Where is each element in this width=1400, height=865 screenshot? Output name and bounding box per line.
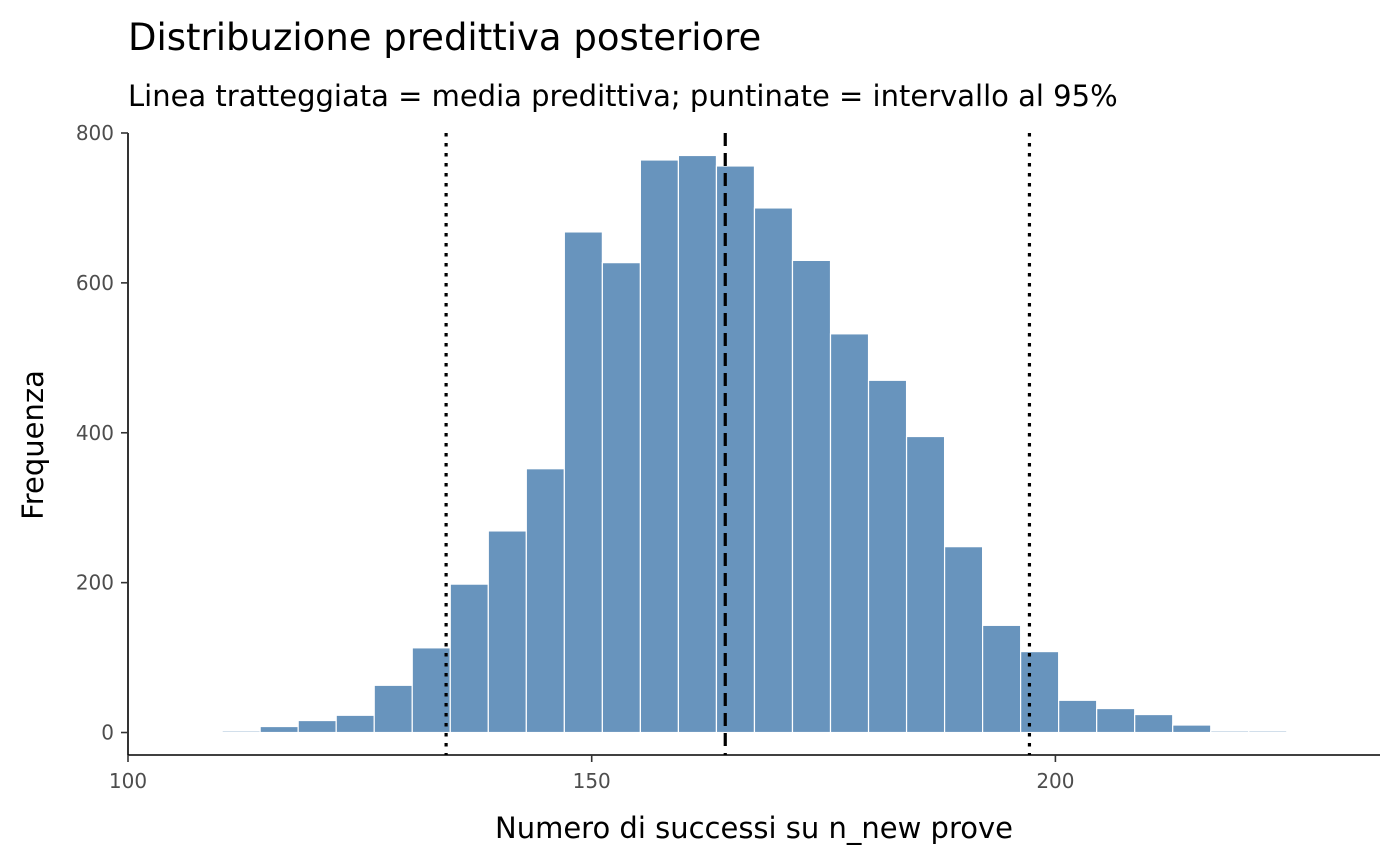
reference-lines	[444, 133, 1032, 755]
histogram-bar	[753, 207, 794, 734]
histogram-bar	[563, 231, 603, 734]
histogram-bar	[791, 259, 832, 734]
histogram-bar	[1134, 713, 1174, 734]
histogram-bar	[677, 154, 718, 734]
y-tick-label: 800	[76, 121, 114, 145]
histogram-bar	[1058, 699, 1098, 734]
histogram-bar	[449, 583, 489, 734]
y-tick-label: 400	[76, 421, 114, 445]
histogram-bar	[905, 435, 946, 734]
y-ticks: 0 200 400 600 800	[76, 121, 128, 745]
histogram-bar	[982, 624, 1022, 734]
y-tick-label: 200	[76, 571, 114, 595]
x-tick-label: 100	[109, 769, 147, 793]
y-tick-label: 0	[101, 721, 114, 745]
x-axis-title: Numero di successi su n_new prove	[495, 811, 1013, 845]
chart-subtitle: Linea tratteggiata = media predittiva; p…	[128, 79, 1118, 113]
x-tick-label: 200	[1036, 769, 1074, 793]
x-tick-label: 150	[573, 769, 611, 793]
histogram-bar	[373, 684, 413, 734]
histogram-bar	[297, 719, 337, 734]
histogram-bar	[1248, 730, 1288, 734]
x-ticks: 100 150 200	[109, 755, 1075, 793]
histogram-bar	[943, 546, 984, 734]
y-tick-label: 600	[76, 271, 114, 295]
bars-group	[183, 154, 1288, 734]
chart-title: Distribuzione predittiva posteriore	[128, 16, 761, 59]
histogram-bar	[335, 714, 375, 734]
histogram-bar	[259, 725, 299, 734]
histogram-bar	[867, 379, 908, 734]
histogram-bar	[1020, 650, 1060, 734]
y-axis-title: Frequenza	[16, 370, 50, 520]
histogram-bar	[1172, 724, 1212, 734]
histogram-bar	[487, 530, 527, 734]
histogram-bar	[639, 159, 680, 734]
histogram-bar	[1096, 707, 1136, 734]
histogram-bar	[411, 647, 451, 734]
histogram-bar	[829, 333, 870, 734]
histogram-bar	[715, 165, 756, 734]
histogram-bar	[1210, 730, 1250, 734]
histogram-bar	[525, 468, 565, 734]
histogram-bar	[221, 730, 261, 734]
histogram-bar	[183, 731, 223, 734]
histogram-bar	[601, 262, 641, 734]
